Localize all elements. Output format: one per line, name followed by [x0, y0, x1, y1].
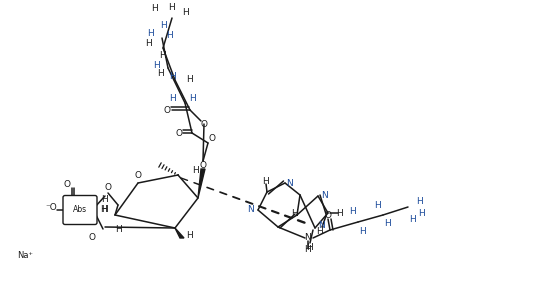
Text: H: H	[152, 3, 158, 13]
Text: H: H	[167, 31, 173, 39]
Text: N: N	[248, 206, 255, 215]
Text: H: H	[169, 72, 176, 80]
Text: H: H	[337, 208, 344, 218]
Text: H: H	[375, 200, 382, 210]
Text: O: O	[88, 233, 95, 241]
Text: O: O	[163, 106, 170, 114]
Text: H: H	[183, 8, 189, 17]
Text: O: O	[135, 170, 142, 180]
Text: H: H	[187, 232, 193, 241]
Text: H: H	[263, 177, 270, 186]
Text: H: H	[349, 207, 356, 217]
Text: O: O	[199, 161, 206, 170]
Text: H: H	[153, 61, 159, 69]
Text: H: H	[385, 219, 391, 229]
Text: H: H	[304, 245, 311, 255]
Text: H: H	[158, 69, 165, 77]
Text: H: H	[101, 196, 107, 204]
Text: H: H	[419, 210, 426, 218]
Text: N: N	[304, 233, 311, 242]
Text: O: O	[324, 211, 331, 219]
Text: H: H	[100, 206, 106, 215]
Text: O: O	[105, 184, 111, 192]
Text: H: H	[187, 74, 193, 84]
FancyBboxPatch shape	[63, 196, 97, 225]
Text: Abs: Abs	[73, 206, 87, 215]
Text: H: H	[307, 244, 314, 252]
Polygon shape	[175, 228, 184, 238]
Polygon shape	[198, 169, 205, 198]
Text: H: H	[317, 226, 323, 236]
Text: H: H	[169, 2, 175, 12]
Text: H: H	[145, 39, 151, 47]
Text: H: H	[192, 166, 199, 174]
Text: H: H	[190, 94, 196, 103]
Text: H: H	[161, 21, 167, 29]
Text: O: O	[209, 133, 215, 143]
Text: N: N	[322, 192, 329, 200]
Text: O: O	[63, 180, 71, 189]
Text: H: H	[115, 225, 121, 233]
Text: ⁻O: ⁻O	[45, 203, 57, 211]
Text: H: H	[160, 50, 166, 59]
Text: H: H	[416, 197, 423, 207]
Text: O: O	[175, 129, 182, 137]
Text: H: H	[169, 94, 176, 103]
Text: H: H	[410, 215, 416, 225]
Text: H: H	[101, 206, 107, 215]
Text: N: N	[318, 221, 325, 230]
Text: H: H	[147, 28, 153, 38]
Text: H: H	[360, 226, 367, 236]
Text: H: H	[292, 208, 299, 218]
Text: O: O	[200, 120, 207, 129]
Text: N: N	[287, 178, 293, 188]
Text: Na⁺: Na⁺	[17, 251, 33, 259]
